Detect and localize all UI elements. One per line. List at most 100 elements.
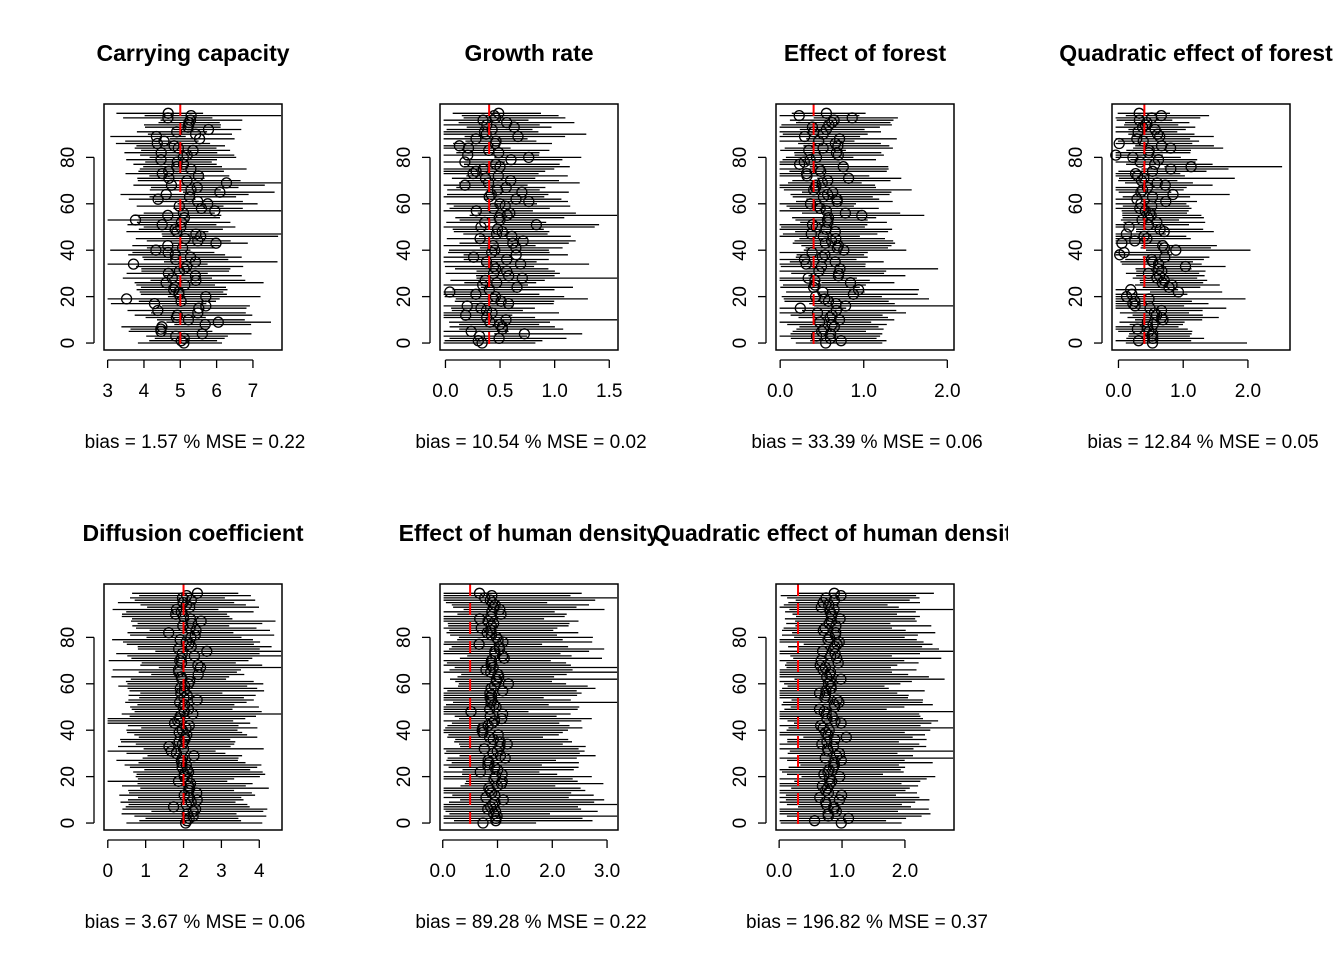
x-tick-label: 0.0 [767, 381, 793, 402]
y-tick-label: 20 [730, 286, 751, 307]
y-tick-label: 20 [394, 286, 415, 307]
bias-mse-label: bias = 89.28 % MSE = 0.22 [415, 912, 646, 933]
plot-frame [439, 103, 619, 351]
estimate-point [486, 589, 498, 602]
x-tick-label: 0.5 [487, 381, 513, 402]
bias-mse-label: bias = 12.84 % MSE = 0.05 [1087, 432, 1318, 453]
x-axis: 0.0 1.0 2.0 [767, 359, 961, 402]
estimate-point [152, 304, 164, 317]
estimate-point [1158, 242, 1171, 254]
replicate-estimates [779, 107, 954, 349]
replicate-estimates [1110, 107, 1283, 349]
y-tick-label: 80 [394, 147, 415, 168]
y-axis: 0 20 40 60 80 [58, 147, 95, 348]
y-tick-label: 60 [58, 673, 79, 694]
x-tick-label: 7 [248, 381, 259, 402]
y-axis: 0 20 40 60 80 [394, 147, 431, 349]
estimate-point [181, 589, 193, 602]
panel-title: Carrying capacity [96, 40, 289, 66]
y-tick-label: 0 [394, 338, 415, 349]
estimate-point [459, 156, 471, 168]
x-tick-label: 1.5 [596, 381, 622, 402]
estimate-point [459, 179, 471, 191]
panel-title: Growth rate [464, 40, 593, 66]
estimate-point [162, 107, 174, 119]
x-tick-label: 2.0 [1235, 381, 1261, 402]
estimate-point [1120, 228, 1133, 240]
plot-frame [775, 583, 955, 831]
y-axis: 0 20 40 60 80 [730, 147, 767, 349]
x-axis: 3 4 5 6 7 [102, 359, 259, 402]
plot-frame [103, 103, 283, 351]
estimate-point [120, 293, 133, 305]
bias-mse-label: bias = 3.67 % MSE = 0.06 [85, 912, 306, 933]
plot-frame [103, 583, 283, 831]
estimate-point [1129, 167, 1142, 180]
y-tick-label: 80 [730, 627, 751, 648]
x-tick-label: 1 [140, 861, 151, 882]
y-tick-label: 60 [394, 193, 415, 214]
y-tick-label: 40 [394, 720, 415, 741]
x-axis: 0.0 1.0 2.0 [1105, 359, 1261, 402]
y-tick-label: 0 [394, 818, 415, 829]
estimate-point [162, 209, 174, 222]
y-tick-label: 60 [730, 673, 751, 694]
x-tick-label: 3.0 [594, 861, 620, 882]
y-tick-label: 80 [1066, 147, 1087, 168]
x-tick-label: 2.0 [892, 861, 918, 882]
y-tick-label: 40 [394, 240, 415, 261]
y-tick-label: 60 [1066, 193, 1087, 214]
y-axis: 0 20 40 60 80 [730, 627, 767, 828]
x-axis: 0 1 2 3 4 [102, 839, 265, 882]
y-tick-label: 0 [1066, 338, 1087, 349]
y-tick-label: 40 [58, 720, 79, 741]
bias-mse-label: bias = 196.82 % MSE = 0.37 [746, 912, 988, 933]
estimate-point [837, 161, 849, 173]
panel-7: Quadratic effect of human density bias = … [653, 520, 1025, 933]
estimate-point [453, 140, 466, 152]
estimate-point [444, 286, 456, 298]
x-axis: 0.0 0.5 1.0 1.5 [432, 359, 622, 402]
y-tick-label: 40 [58, 240, 79, 261]
estimate-point [820, 107, 833, 119]
y-tick-label: 20 [58, 766, 79, 787]
estimate-point [835, 589, 847, 602]
estimate-point [793, 109, 805, 122]
x-tick-label: 1.0 [541, 381, 567, 402]
x-tick-label: 1.0 [484, 861, 510, 882]
y-tick-label: 40 [730, 720, 751, 741]
x-axis: 0.0 1.0 2.0 [766, 839, 918, 882]
replicate-estimates [107, 107, 282, 349]
y-tick-label: 80 [730, 147, 751, 168]
y-tick-label: 40 [730, 240, 751, 261]
panel-title: Quadratic effect of forest [1059, 40, 1333, 66]
x-tick-label: 2.0 [539, 861, 565, 882]
bias-mse-label: bias = 1.57 % MSE = 0.22 [85, 432, 306, 453]
plot-frame [1111, 103, 1291, 351]
x-tick-label: 5 [175, 381, 186, 402]
y-tick-label: 60 [394, 673, 415, 694]
estimate-point [828, 587, 840, 599]
estimate-point [794, 302, 806, 314]
panel-title: Diffusion coefficient [82, 520, 303, 546]
panel-title: Effect of human density [399, 520, 660, 546]
estimate-point [191, 587, 204, 599]
panel-title: Quadratic effect of human density [653, 520, 1025, 546]
x-tick-label: 0.0 [430, 861, 456, 882]
replicate-estimates [779, 587, 954, 829]
y-tick-label: 40 [1066, 240, 1087, 261]
panel-1: Carrying capacity bias = 1.57 % MSE = 0.2… [58, 40, 305, 453]
y-tick-label: 20 [1066, 286, 1087, 307]
x-tick-label: 0 [102, 861, 113, 882]
panel-title: Effect of forest [784, 40, 947, 66]
estimate-point [1155, 109, 1167, 122]
y-tick-label: 60 [730, 193, 751, 214]
x-tick-label: 2.0 [934, 381, 960, 402]
panel-row-top: Carrying capacity bias = 1.57 % MSE = 0.2… [58, 40, 1333, 453]
y-tick-label: 20 [394, 766, 415, 787]
panel-row-bottom: Diffusion coefficient bias = 3.67 % MSE =… [58, 520, 1025, 933]
x-tick-label: 4 [254, 861, 265, 882]
y-tick-label: 0 [730, 338, 751, 349]
x-tick-label: 2 [178, 861, 189, 882]
